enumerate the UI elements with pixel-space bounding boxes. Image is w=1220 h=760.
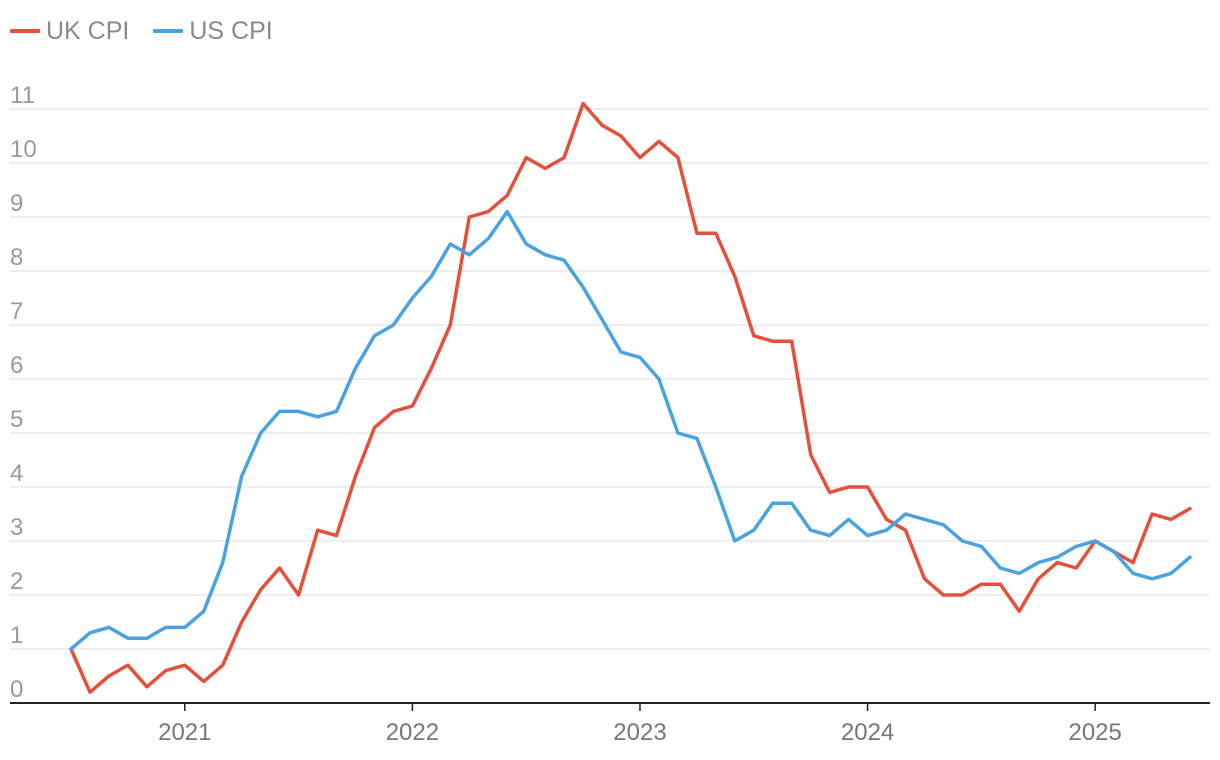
series-lines — [69, 101, 1192, 694]
y-tick-label-10: 10 — [10, 136, 37, 163]
gridlines — [10, 108, 1210, 650]
series-line-us-cpi — [69, 209, 1192, 651]
x-tick-label-2021: 2021 — [158, 719, 211, 746]
y-axis-tick-labels: 0 1 2 3 4 5 6 7 8 9 10 11 — [10, 82, 37, 703]
y-tick-label-7: 7 — [10, 298, 23, 325]
legend-item-us-cpi: US CPI — [153, 16, 273, 46]
y-tick-label-0: 0 — [10, 676, 23, 703]
series-line-uk-cpi — [69, 101, 1192, 694]
y-tick-label-2: 2 — [10, 568, 23, 595]
x-tick-label-2024: 2024 — [841, 719, 894, 746]
x-tick-label-2025: 2025 — [1068, 719, 1121, 746]
y-tick-label-5: 5 — [10, 406, 23, 433]
x-axis-tick-labels: 2021 2022 2023 2024 2025 — [158, 703, 1122, 746]
legend-item-uk-cpi: UK CPI — [10, 17, 129, 46]
x-tick-label-2022: 2022 — [386, 719, 439, 746]
legend-swatch-us-cpi — [153, 29, 184, 33]
chart-legend: UK CPI US CPI — [10, 14, 273, 48]
y-tick-label-6: 6 — [10, 352, 23, 379]
y-tick-label-1: 1 — [10, 622, 23, 649]
y-tick-label-9: 9 — [10, 190, 23, 217]
y-tick-label-8: 8 — [10, 244, 23, 271]
legend-label-uk-cpi: UK CPI — [46, 16, 130, 45]
y-tick-label-4: 4 — [10, 460, 23, 487]
legend-swatch-uk-cpi — [10, 29, 40, 33]
y-tick-label-3: 3 — [10, 514, 23, 541]
y-tick-label-11: 11 — [10, 82, 35, 109]
x-tick-label-2023: 2023 — [613, 719, 666, 746]
legend-label-us-cpi: US CPI — [189, 16, 273, 45]
